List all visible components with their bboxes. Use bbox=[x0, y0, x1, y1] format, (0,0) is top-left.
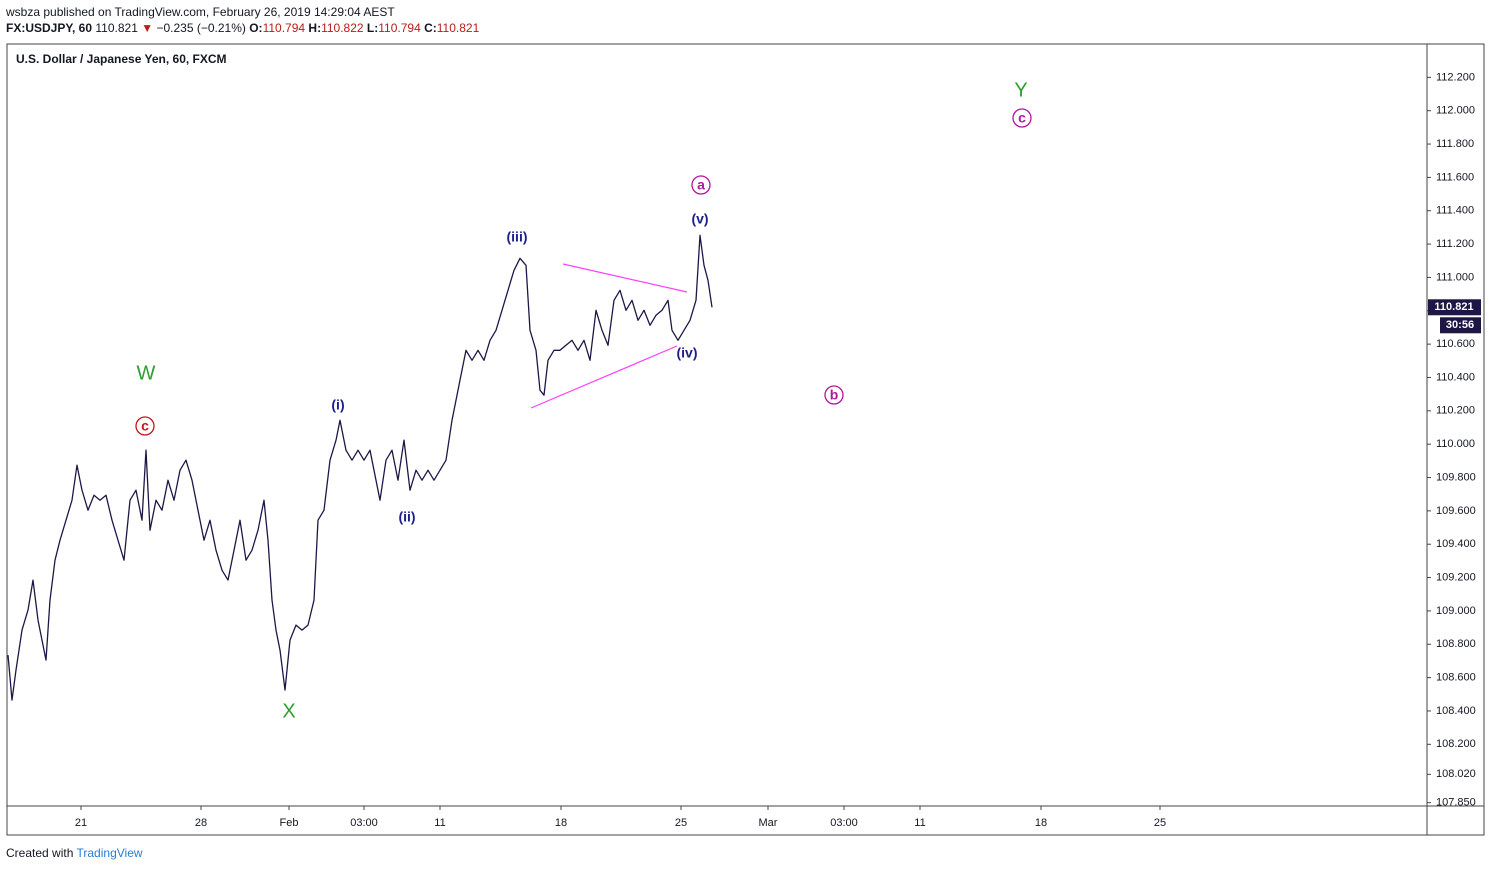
ohlc: FX:USDJPY, 60 110.821 ▼ −0.235 (−0.21%) … bbox=[6, 20, 479, 36]
x-tick-label: 18 bbox=[555, 817, 567, 829]
y-tick-label: 108.200 bbox=[1436, 738, 1476, 750]
y-tick-label: 109.600 bbox=[1436, 505, 1476, 517]
x-tick-label: 28 bbox=[195, 817, 207, 829]
price-label-box bbox=[1428, 299, 1481, 316]
wave-label: (iii) bbox=[507, 229, 528, 245]
change: −0.235 (−0.21%) bbox=[156, 21, 246, 35]
wave-label: (ii) bbox=[398, 509, 415, 525]
y-tick-label: 109.200 bbox=[1436, 571, 1476, 583]
price-label: 110.821 bbox=[1434, 301, 1473, 313]
y-tick-label: 110.600 bbox=[1436, 338, 1475, 350]
x-tick-label: 03:00 bbox=[830, 817, 858, 829]
wave-label: c bbox=[141, 418, 149, 434]
x-tick-label: 25 bbox=[675, 817, 687, 829]
chart-title: U.S. Dollar / Japanese Yen, 60, FXCM bbox=[16, 52, 227, 66]
y-tick-label: 109.400 bbox=[1436, 538, 1476, 550]
x-tick-label: 11 bbox=[434, 817, 445, 829]
y-tick-label: 112.200 bbox=[1436, 71, 1475, 83]
y-tick-label: 111.200 bbox=[1436, 238, 1474, 250]
wave-label: (iv) bbox=[677, 345, 698, 361]
countdown: 30:56 bbox=[1446, 319, 1474, 331]
x-tick-label: Feb bbox=[280, 817, 299, 829]
wave-label: Y bbox=[1014, 79, 1027, 101]
h-label: H: bbox=[308, 21, 322, 35]
o-label: O: bbox=[249, 21, 263, 35]
brand: TradingView bbox=[76, 846, 143, 860]
trend-line bbox=[562, 263, 688, 293]
y-tick-label: 108.800 bbox=[1436, 638, 1476, 650]
y-tick-label: 108.400 bbox=[1436, 705, 1476, 717]
wave-label: a bbox=[697, 177, 705, 193]
y-tick-label: 108.600 bbox=[1436, 672, 1476, 684]
y-tick-label: 111.800 bbox=[1436, 138, 1474, 150]
y-tick-label: 110.000 bbox=[1436, 438, 1475, 450]
x-tick-label: 03:00 bbox=[350, 817, 378, 829]
x-tick-label: 25 bbox=[1154, 817, 1166, 829]
arrow: ▼ bbox=[141, 21, 154, 35]
y-tick-label: 110.400 bbox=[1436, 371, 1475, 383]
symbol: FX:USDJPY, 60 bbox=[6, 21, 93, 35]
x-tick-label: 11 bbox=[914, 817, 925, 829]
y-tick-label: 109.000 bbox=[1436, 605, 1476, 617]
c: 110.821 bbox=[436, 21, 480, 35]
last: 110.821 bbox=[95, 21, 138, 35]
wave-label: W bbox=[137, 362, 156, 384]
wave-label: (v) bbox=[691, 211, 708, 227]
x-tick-label: 18 bbox=[1035, 817, 1047, 829]
c-label: C: bbox=[424, 21, 437, 35]
x-tick-label: Mar bbox=[759, 817, 778, 829]
y-tick-label: 107.850 bbox=[1436, 797, 1476, 809]
l: 110.794 bbox=[378, 21, 421, 35]
wave-circle bbox=[691, 175, 711, 195]
x-tick-label: 21 bbox=[75, 817, 87, 829]
frame bbox=[6, 43, 1485, 836]
created: Created with bbox=[6, 846, 74, 860]
publisher: wsbza published on TradingView.com, Febr… bbox=[6, 5, 395, 19]
y-tick-label: 112.000 bbox=[1436, 105, 1475, 117]
trend-line bbox=[530, 345, 678, 409]
wave-circle bbox=[135, 416, 155, 436]
wave-label: X bbox=[282, 700, 295, 722]
y-tick-label: 110.200 bbox=[1436, 405, 1475, 417]
y-tick-label: 109.800 bbox=[1436, 471, 1476, 483]
header: wsbza published on TradingView.com, Febr… bbox=[6, 4, 479, 36]
h: 110.822 bbox=[321, 21, 364, 35]
wave-circle bbox=[824, 385, 844, 405]
y-tick-label: 111.000 bbox=[1436, 271, 1474, 283]
footer: Created with TradingView bbox=[6, 846, 143, 860]
wave-label: c bbox=[1018, 110, 1026, 126]
price-line bbox=[7, 234, 713, 701]
countdown-box bbox=[1440, 317, 1481, 334]
o: 110.794 bbox=[262, 21, 306, 35]
wave-circle bbox=[1012, 108, 1032, 128]
l-label: L: bbox=[366, 21, 379, 35]
y-tick-label: 108.020 bbox=[1436, 768, 1476, 780]
wave-label: b bbox=[830, 387, 839, 403]
y-tick-label: 111.600 bbox=[1436, 171, 1474, 183]
wave-label: (i) bbox=[331, 397, 344, 413]
y-tick-label: 111.400 bbox=[1436, 205, 1474, 217]
